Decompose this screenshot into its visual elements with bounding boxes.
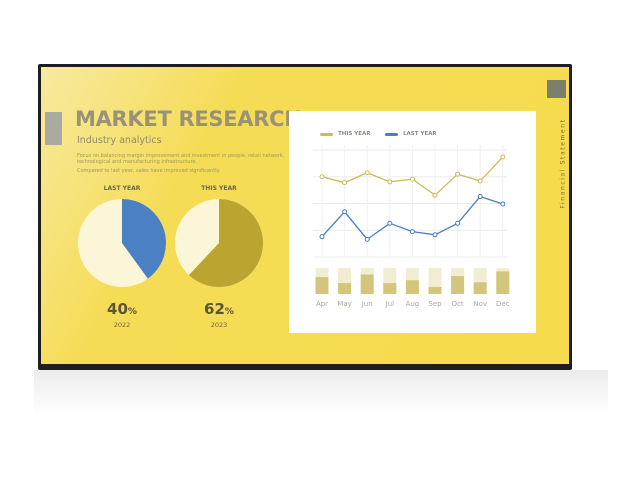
month-label: Jul: [385, 300, 395, 308]
data-point: [319, 234, 325, 240]
data-point: [364, 170, 370, 176]
page-title: MARKET RESEARCH: [75, 107, 302, 131]
pie-label-this-year: THIS YEAR: [201, 185, 237, 192]
bar: [360, 274, 374, 294]
data-point: [500, 154, 506, 160]
month-label: Dec: [496, 300, 510, 308]
tv-stand-shadow: [34, 370, 608, 415]
data-point: [409, 176, 415, 182]
data-point: [477, 178, 483, 184]
data-point: [432, 192, 438, 198]
pie-percent-last-year: 40%: [82, 300, 162, 318]
pie-slice: [188, 199, 263, 287]
data-point: [364, 236, 370, 242]
month-label: Nov: [473, 300, 487, 308]
side-label: Financial Statement: [559, 118, 567, 209]
data-point: [477, 194, 483, 200]
bar: [405, 280, 419, 294]
legend-last-year: LAST YEAR: [385, 131, 437, 137]
percent-unit: %: [224, 307, 234, 317]
data-point: [432, 232, 438, 238]
bar: [473, 282, 487, 294]
accent-block: [45, 112, 62, 145]
note: Compared to last year, sales have improv…: [77, 168, 221, 174]
bar: [383, 283, 397, 294]
data-point: [500, 201, 506, 207]
month-label: Apr: [316, 300, 328, 308]
month-label: Oct: [452, 300, 464, 308]
bar: [451, 276, 465, 294]
data-point: [342, 180, 348, 186]
screen: MARKET RESEARCH Industry analytics Focus…: [41, 67, 569, 364]
percent-unit: %: [127, 307, 137, 317]
legend-swatch: [320, 132, 333, 136]
pie-charts: [78, 199, 263, 287]
chart-card: THIS YEAR LAST YEAR Apr May Jun Jul Aug Sep Oc…: [289, 111, 536, 333]
legend-label: THIS YEAR: [338, 131, 371, 137]
legend-swatch: [385, 132, 398, 136]
description: Focus on balancing margin improvement an…: [77, 153, 285, 165]
bar: [428, 286, 442, 294]
data-point: [387, 179, 393, 185]
tv-frame: MARKET RESEARCH Industry analytics Focus…: [38, 64, 572, 370]
data-point: [409, 229, 415, 235]
month-label: Jun: [361, 300, 373, 308]
percent-value: 40: [107, 300, 128, 318]
data-point: [455, 171, 461, 177]
data-point: [455, 220, 461, 226]
subtitle: Industry analytics: [77, 135, 162, 146]
pie-label-last-year: LAST YEAR: [103, 185, 141, 192]
accent-block-right: [547, 80, 566, 98]
month-label: May: [337, 300, 351, 308]
pie-year-this: 2023: [210, 321, 228, 329]
legend-this-year: THIS YEAR: [320, 131, 371, 137]
month-label: Sep: [428, 300, 442, 308]
percent-value: 62: [204, 300, 225, 318]
bar: [338, 283, 352, 294]
line-chart: Apr May Jun Jul Aug Sep Oct Nov Dec: [313, 145, 510, 308]
bar: [496, 271, 510, 294]
pie-year-last: 2022: [113, 321, 131, 329]
bar: [315, 277, 329, 294]
data-point: [319, 174, 325, 180]
legend-label: LAST YEAR: [403, 131, 437, 137]
pie-slice: [122, 199, 166, 279]
data-point: [387, 220, 393, 226]
pie-percent-this-year: 62%: [179, 300, 259, 318]
data-point: [342, 209, 348, 215]
month-label: Aug: [406, 300, 420, 308]
